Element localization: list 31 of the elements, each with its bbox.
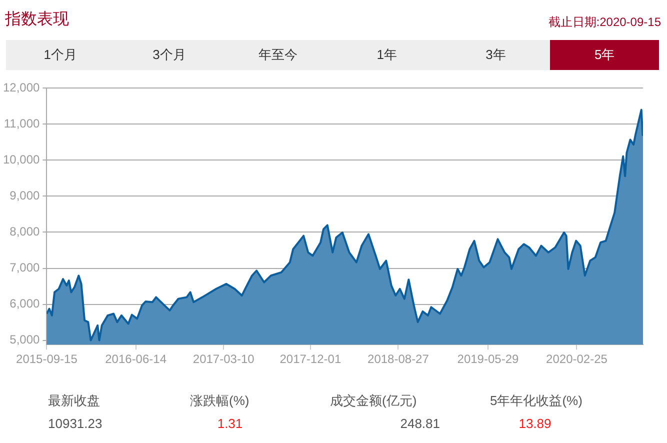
x-tick-label: 2017-12-01 (280, 352, 342, 366)
chart-title: 指数表现 (5, 10, 69, 30)
text: 1.31 (216, 416, 244, 431)
y-tick-label: 10,000 (3, 152, 40, 167)
chart-subtitle: 截止日期:2020-09-15 (548, 14, 661, 31)
x-tick-label: 2018-08-27 (368, 352, 430, 366)
text: 成交金额(亿元) (330, 392, 417, 410)
text: 3年 (484, 46, 507, 64)
y-tick-label: 12,000 (3, 80, 40, 95)
text: 248.81 (399, 416, 440, 431)
y-tick-label: 9,000 (10, 188, 40, 203)
y-tick-label: 7,000 (10, 260, 40, 275)
x-tick-label: 2016-06-14 (105, 352, 167, 366)
x-tick-label: 2020-02-25 (546, 352, 608, 366)
text: 最新收盘 (48, 392, 100, 410)
text: 1个月 (42, 46, 78, 64)
text: 10931.23 (48, 416, 104, 431)
text: 5年 (550, 40, 659, 70)
y-tick-label: 8,000 (10, 224, 40, 239)
text: 5年年化收益(%) (490, 392, 582, 410)
y-tick-label: 6,000 (10, 296, 40, 311)
y-tick-label: 11,000 (4, 116, 40, 131)
x-tick-label: 2015-09-15 (16, 352, 78, 366)
x-tick-label: 2017-03-10 (192, 352, 255, 366)
text: 13.89 (518, 416, 552, 431)
text: 涨跌幅(%) (190, 392, 250, 410)
text: 3个月 (152, 46, 187, 64)
x-tick-label: 2019-05-29 (457, 352, 519, 366)
text: 1年 (376, 46, 398, 64)
y-tick-label: 5,000 (10, 332, 40, 347)
text: 年至今 (258, 46, 299, 64)
